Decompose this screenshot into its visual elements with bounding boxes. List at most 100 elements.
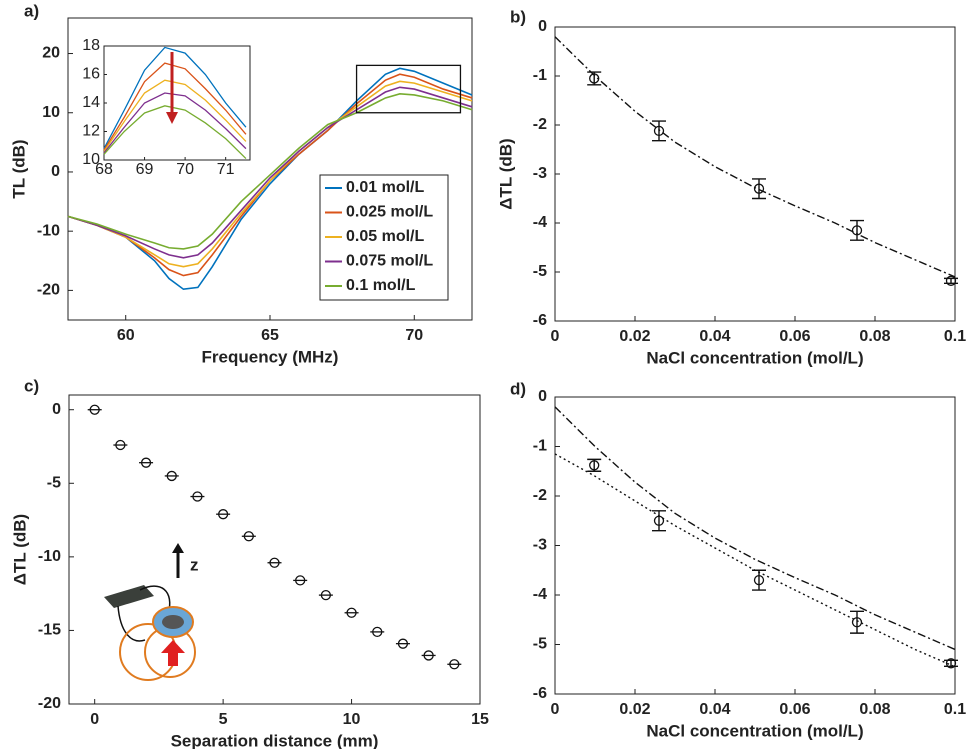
point	[269, 557, 280, 568]
inset-line	[103, 105, 247, 160]
inset-line	[103, 62, 247, 151]
point	[372, 626, 383, 638]
y-tick-label: -20	[38, 695, 61, 712]
legend-label: 0.01 mol/L	[346, 179, 424, 196]
y-tick-label: 0	[538, 388, 547, 405]
y-tick-label: 18	[82, 37, 100, 54]
point	[346, 607, 357, 618]
x-tick-label: 68	[95, 161, 113, 178]
fit-curve	[554, 406, 956, 651]
x-tick-label: 5	[219, 711, 228, 728]
y-tick-label: -1	[533, 438, 547, 455]
point	[192, 491, 203, 502]
error-bar	[752, 178, 766, 200]
error-bar	[944, 659, 958, 667]
point	[115, 439, 126, 451]
y-tick-label: -3	[533, 537, 547, 554]
y-tick-label: -2	[533, 116, 547, 133]
panel-label: b)	[510, 7, 526, 26]
series-line	[67, 86, 473, 259]
inset-line	[103, 46, 247, 149]
series-line	[67, 92, 473, 250]
x-tick-label: 0.06	[779, 328, 810, 345]
y-tick-label: 0	[538, 18, 547, 35]
x-tick-label: 0.04	[699, 701, 730, 718]
x-tick-label: 0.06	[779, 701, 810, 718]
error-bar	[652, 120, 666, 142]
zoom-box	[355, 64, 462, 114]
red-arrow	[168, 652, 178, 666]
inset-line	[103, 92, 247, 154]
point	[945, 658, 957, 669]
series-line	[67, 67, 473, 291]
x-axis-label: Separation distance (mm)	[171, 731, 379, 749]
x-tick-label: 69	[136, 161, 154, 178]
panel-label: a)	[24, 1, 39, 20]
y-tick-label: -3	[533, 165, 547, 182]
point	[320, 589, 332, 601]
x-axis-label: Frequency (MHz)	[202, 347, 339, 366]
y-tick-label: -1	[533, 67, 547, 84]
legend-label: 0.1 mol/L	[346, 277, 416, 294]
y-tick-label: 0	[51, 163, 60, 180]
z-arrow-head	[172, 543, 184, 553]
y-tick-label: -4	[533, 586, 547, 603]
y-tick-label: 12	[82, 123, 100, 140]
y-axis-label: ΔTL (dB)	[496, 138, 515, 209]
point	[295, 575, 306, 586]
point	[851, 225, 863, 236]
y-tick-label: -4	[533, 214, 547, 231]
z-label: z	[190, 555, 199, 574]
series-line	[67, 73, 473, 277]
point	[243, 531, 254, 542]
x-tick-label: 0.08	[859, 328, 890, 345]
x-tick-label: 0.02	[619, 328, 650, 345]
point	[423, 650, 434, 661]
y-tick-label: -15	[38, 622, 61, 639]
error-bar	[752, 569, 766, 591]
y-tick-label: -5	[47, 475, 61, 492]
legend-label: 0.075 mol/L	[346, 253, 433, 270]
point	[851, 617, 863, 628]
x-tick-label: 70	[405, 327, 423, 344]
y-axis-label: ΔTL (dB)	[10, 514, 29, 585]
point	[217, 509, 229, 520]
point	[589, 73, 600, 84]
point	[589, 460, 600, 471]
y-axis-label: TL (dB)	[9, 139, 28, 198]
plot-area	[554, 26, 956, 322]
point	[397, 638, 409, 649]
x-tick-label: 0.02	[619, 701, 650, 718]
point	[753, 575, 765, 586]
x-tick-label: 71	[217, 161, 235, 178]
error-bar	[944, 277, 958, 284]
error-bar	[652, 510, 666, 532]
inset-arrow-head	[166, 112, 178, 124]
chip	[104, 585, 154, 608]
x-tick-label: 60	[117, 327, 135, 344]
x-tick-label: 0.1	[944, 701, 966, 718]
x-axis-label: NaCl concentration (mol/L)	[646, 348, 863, 367]
y-tick-label: -6	[533, 685, 547, 702]
legend-label: 0.05 mol/L	[346, 228, 424, 245]
point	[166, 470, 177, 482]
x-tick-label: 0	[90, 711, 99, 728]
x-tick-label: 0.04	[699, 328, 730, 345]
x-tick-label: 15	[471, 711, 489, 728]
inset-line	[103, 79, 247, 152]
sample-core	[162, 615, 184, 629]
legend-label: 0.025 mol/L	[346, 204, 433, 221]
error-bar	[850, 610, 864, 634]
x-tick-label: 0.1	[944, 328, 966, 345]
point	[140, 457, 152, 468]
y-tick-label: -10	[38, 548, 61, 565]
x-tick-label: 0	[551, 701, 560, 718]
x-tick-label: 10	[343, 711, 361, 728]
y-tick-label: 0	[52, 401, 61, 418]
x-tick-label: 0	[551, 328, 560, 345]
y-tick-label: 10	[82, 151, 100, 168]
x-tick-label: 0.08	[859, 701, 890, 718]
y-tick-label: -5	[533, 636, 547, 653]
